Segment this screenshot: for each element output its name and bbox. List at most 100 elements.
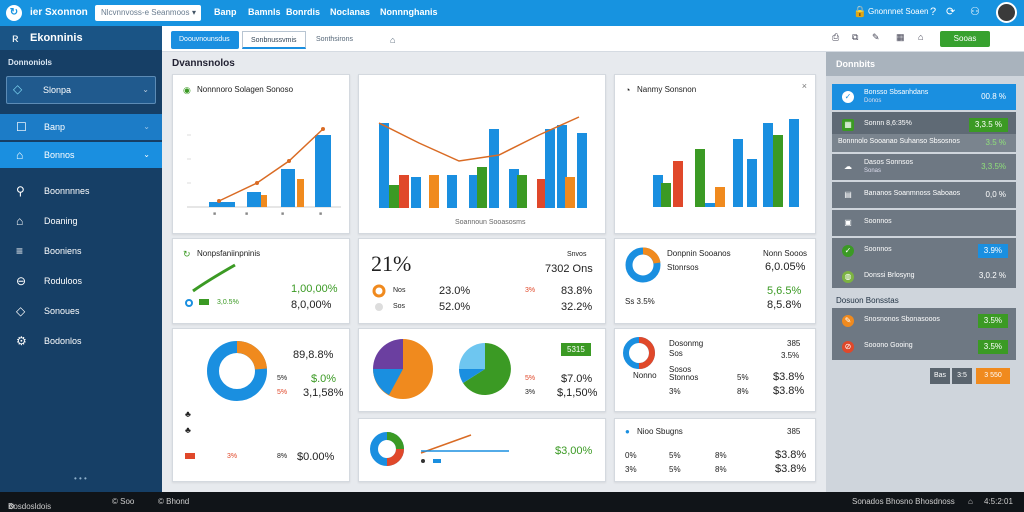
card-kpi-2: 21% Snvos 7302 Ons Nos 23.0% 3% 83.8% So…	[358, 238, 606, 324]
sidebar-item-3[interactable]: ⚲ Boonnnnes	[0, 178, 162, 204]
globe-icon: ◍	[842, 271, 854, 283]
menu-item-5[interactable]: Nonnnghanis	[380, 7, 438, 17]
edit-icon[interactable]: ✎	[872, 32, 880, 42]
pagination-dots[interactable]: • • •	[74, 474, 87, 483]
panel-row-7[interactable]: ✓ Soonnos 3.9%	[832, 238, 1016, 264]
pager-page-button[interactable]: 3:5	[952, 368, 972, 384]
page-title: Dvannsnolos	[172, 58, 235, 69]
panel-row-2[interactable]: ▦ Sonnn 8,6:35% 3,3.5 %	[832, 112, 1016, 138]
card-list: ● Nioo Sbugns 385 0% 5% 8% $3.8% 3% 5% 8…	[614, 418, 816, 482]
status-badge: 3,3.5 %	[968, 118, 1008, 132]
search-select[interactable]: Nlcvnnvoss-e Seanmoos ▾	[95, 5, 201, 21]
pager-prev-button[interactable]: Bas	[930, 368, 950, 384]
doc-icon: ▤	[844, 190, 852, 199]
pie-icon: ◔	[625, 85, 631, 95]
brand-name: Ekonninis	[30, 32, 83, 44]
row-value: 3,3.5%	[981, 162, 1006, 171]
row-label: Nos	[393, 287, 406, 294]
panel-row-10[interactable]: ⊘ Sooono Gooing 3.5%	[832, 334, 1016, 360]
row-title: Sonnn 8,6:35%	[864, 120, 912, 127]
legend-5: 5%	[737, 373, 749, 382]
kpi-right-title: Snvos	[567, 251, 587, 258]
row-value: 3.5 %	[985, 138, 1006, 147]
row-sub: Donos	[864, 98, 882, 104]
tab-2[interactable]: Sonbnussvmis	[242, 31, 306, 49]
kpi-value-secondary: 8,0,00%	[291, 299, 332, 311]
top-bar: ↻ ier Sxonnon Nlcvnnvoss-e Seanmoos ▾ Ban…	[0, 0, 1024, 26]
sidebar-item-7[interactable]: ◇ Sonoues	[0, 298, 162, 324]
svg-text:♣: ♣	[185, 409, 191, 419]
status-badge: 3.5%	[977, 314, 1008, 328]
leaf-icon: ✓	[842, 245, 854, 257]
home-icon[interactable]: ⌂	[390, 35, 396, 45]
donut2-value-1: $3.8%	[773, 371, 805, 383]
home-icon[interactable]: ⌂	[918, 32, 924, 42]
pager-next-button[interactable]: 3 550	[976, 368, 1010, 384]
grid-icon[interactable]: ▦	[896, 32, 905, 42]
panel-row-4[interactable]: ☁ Dasos Sonnsos Sonas 3,3.5%	[832, 154, 1016, 180]
menu-item-3[interactable]: Bonrdis	[286, 7, 321, 17]
close-icon[interactable]: ×	[801, 81, 807, 91]
row-sub: Sonas	[864, 168, 882, 174]
row-title: Dasos Sonnsos	[864, 159, 914, 166]
sync-icon[interactable]: ⟳	[946, 6, 956, 18]
card-kpi-1: ↻ Nonpsfaniinpninis 3,0.5% 1,00,00% 8,0,…	[172, 238, 350, 324]
menu-item-1[interactable]: Banp	[214, 7, 237, 17]
panel-row-6[interactable]: ▣ Soonnos	[832, 210, 1016, 236]
save-button[interactable]: Sooas	[940, 31, 990, 47]
bar	[773, 135, 783, 207]
sidebar-item-8[interactable]: ⚙ Bodonlos	[0, 328, 162, 354]
combo-bar	[429, 175, 439, 208]
menu-item-4[interactable]: Noclanas	[330, 7, 371, 17]
panel-row-9[interactable]: ✎ Snosnonos Sbonasooos 3.5%	[832, 308, 1016, 334]
bar	[733, 139, 743, 207]
row-title: Soonnos	[864, 218, 892, 225]
panel-row-8[interactable]: ◍ Donssi Brlosyng 3,0.2 %	[832, 264, 1016, 288]
kpi-label: 3,0.5%	[217, 299, 239, 306]
tab-1[interactable]: Doouvnounsdus	[171, 31, 239, 49]
bar	[789, 119, 799, 207]
legend-2: Sosos	[669, 365, 692, 374]
panel-row-5[interactable]: ▤ Bananos Soanmnoss Saboaos 0,0 %	[832, 182, 1016, 208]
donut-label-1: 5%	[277, 375, 288, 382]
user-icon[interactable]: ⚇	[970, 6, 980, 18]
chevron-down-icon: ⌄	[142, 85, 149, 94]
sidebar-item-4[interactable]: ⌂ Doaning	[0, 208, 162, 234]
sidebar-item-5[interactable]: ≡ Booniens	[0, 238, 162, 264]
workspace-label: Slonpa	[43, 85, 72, 95]
avatar[interactable]	[996, 2, 1017, 23]
bar	[695, 149, 705, 207]
sidebar-item-2[interactable]: ⌂ Bonnos ⌄	[0, 142, 162, 168]
card-title: Nonpsfaniinpninis	[197, 249, 261, 258]
svg-text:■: ■	[281, 211, 284, 217]
workspace-select[interactable]: ◇ Slonpa ⌄	[6, 76, 156, 104]
chart-bars	[653, 119, 799, 207]
sidebar-item-1[interactable]: ☐ Banp ⌄	[0, 114, 162, 140]
menu-item-2[interactable]: Bamnls	[248, 7, 281, 17]
panel-title: Donnbits	[836, 59, 875, 69]
sparkline-icon	[185, 263, 236, 307]
tag-icon: ◇	[16, 304, 26, 318]
app-logo-icon[interactable]: ↻	[6, 5, 22, 21]
sidebar-item-label: Booniens	[44, 246, 82, 256]
help-icon[interactable]: ?	[930, 6, 937, 18]
row-title: Soonnos	[864, 246, 892, 253]
home-icon: ⌂	[16, 148, 24, 162]
card-title: Donpnin Sooanos	[667, 249, 731, 258]
card-revenue-chart: ◉ Nonnnoro Solagen Sonoso ■ ■ ■ ■	[172, 74, 350, 234]
print-icon[interactable]: ⎙	[832, 32, 840, 42]
lock-icon[interactable]: 🔒	[853, 6, 867, 18]
sidebar-item-label: Bonnos	[44, 150, 75, 160]
sidebar-item-6[interactable]: ⊖ Roduloos	[0, 268, 162, 294]
donut-icon	[625, 247, 661, 283]
combo-bar	[411, 177, 421, 208]
kpi-value-2: 8,5.8%	[767, 299, 802, 311]
search-icon: ⚲	[16, 184, 25, 198]
panel-row-1[interactable]: ✓ Bonsso Sbsanhdans Donos 00.8 %	[832, 84, 1016, 110]
copy-icon[interactable]: ⧉	[852, 32, 859, 42]
sidebar-item-label: Doaning	[44, 216, 78, 226]
combo-bar	[565, 177, 575, 208]
panel-row-3[interactable]: Bonnnolo Sooanao Suhanso Sbsosnos 3.5 %	[832, 134, 1016, 152]
screen-icon[interactable]: ⌂	[968, 497, 973, 506]
tab-3[interactable]: Sonthsirons	[316, 36, 353, 43]
